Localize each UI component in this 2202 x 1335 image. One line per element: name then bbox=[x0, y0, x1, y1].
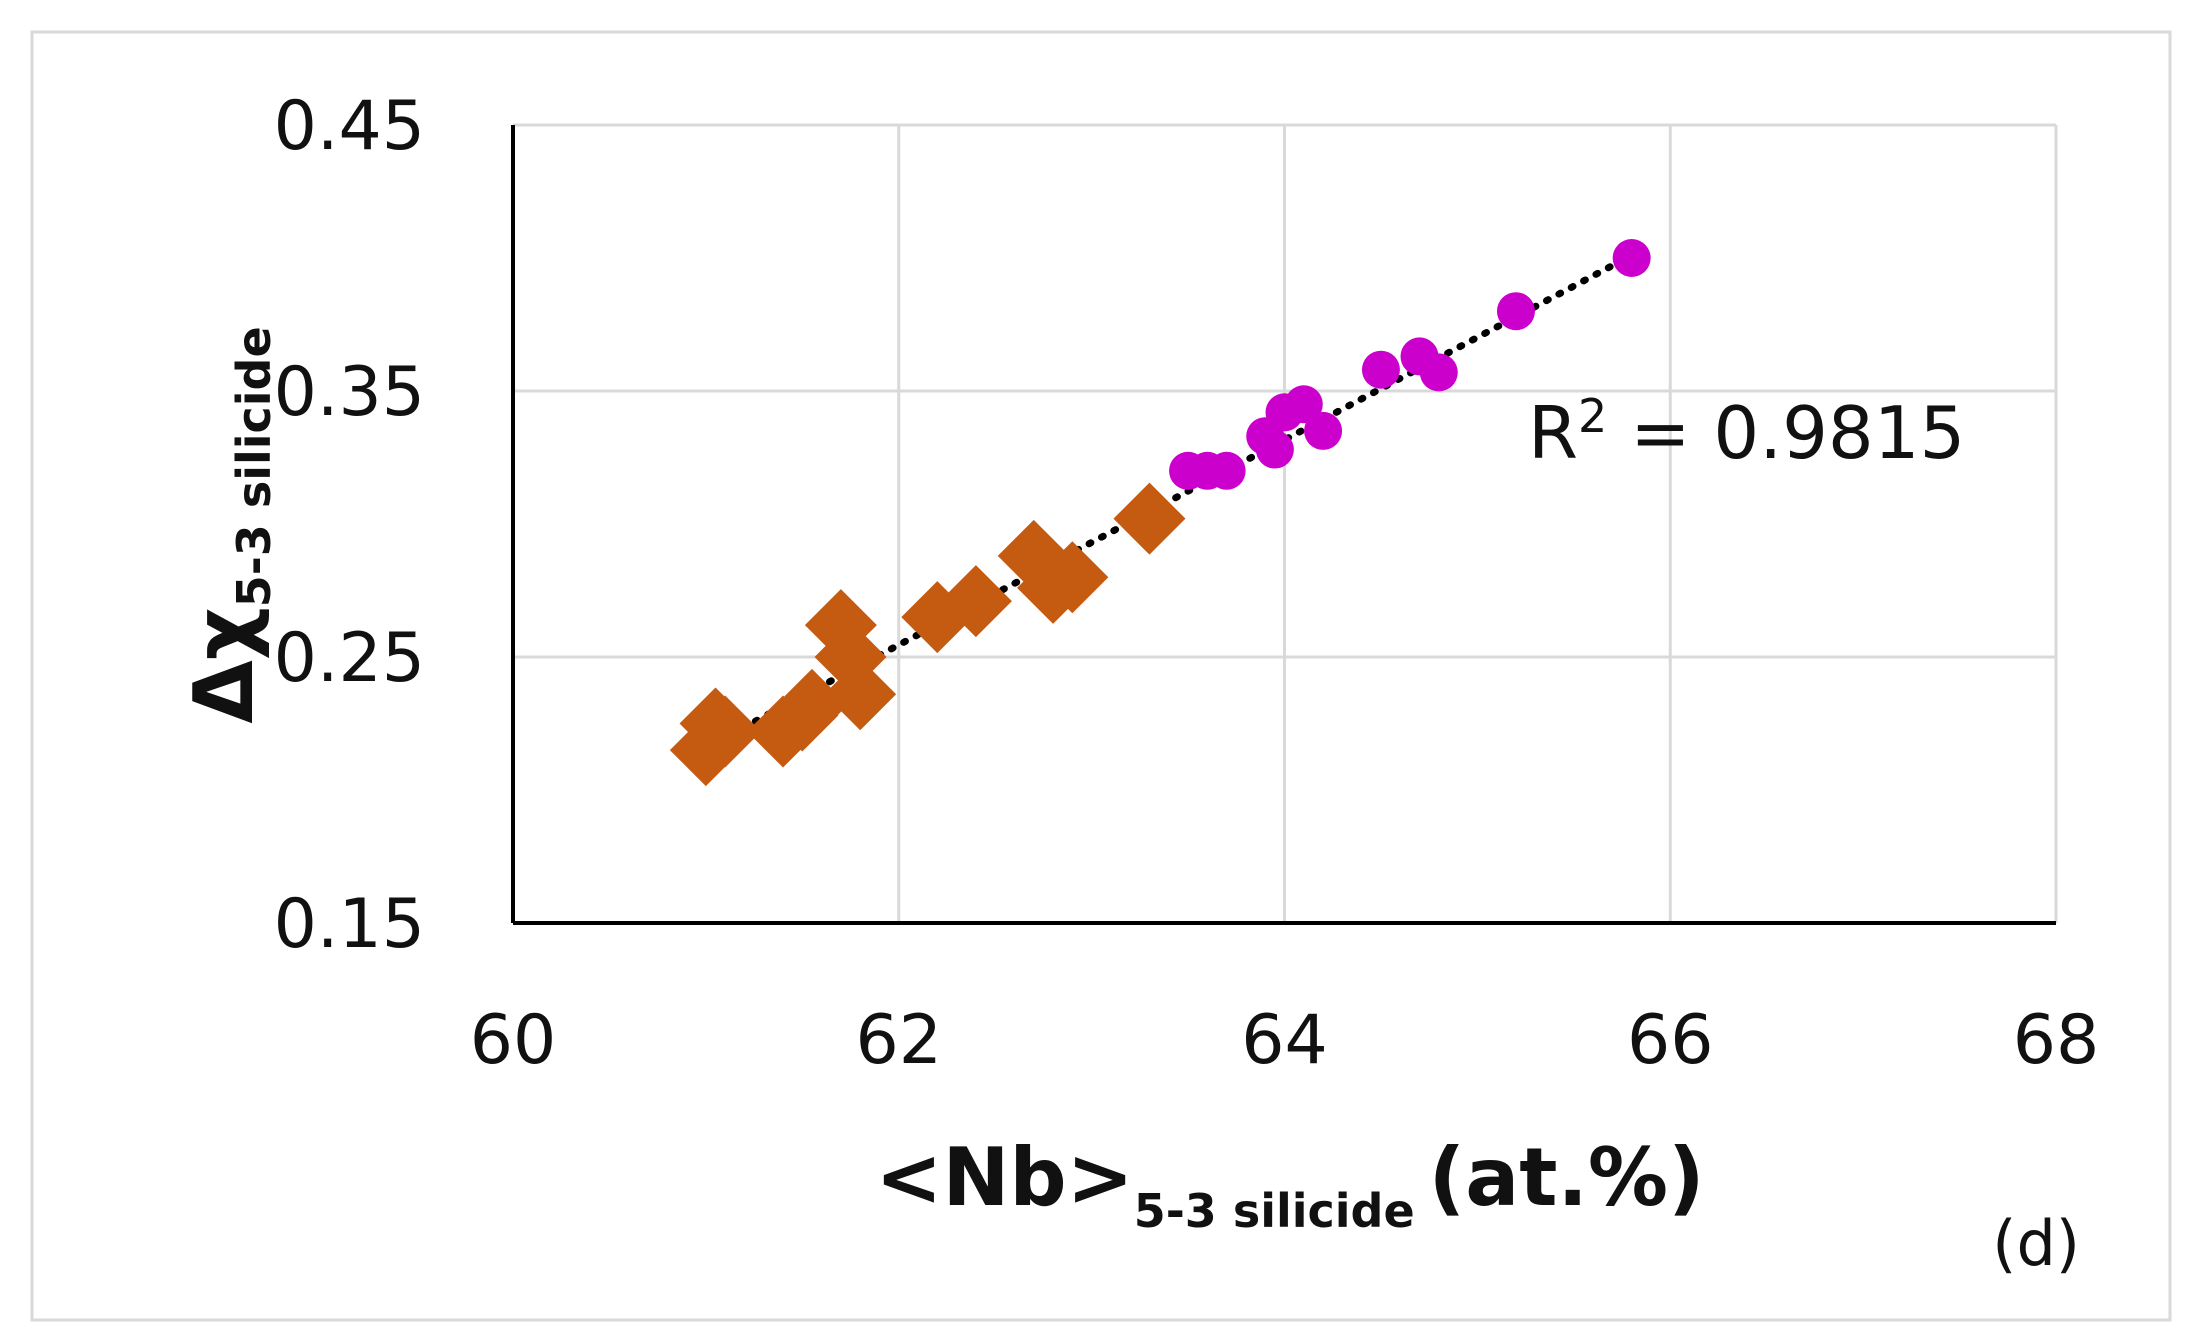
circle-point bbox=[1255, 430, 1294, 469]
circle-point bbox=[1419, 353, 1458, 392]
r-squared-annotation: R2 = 0.9815 bbox=[1528, 389, 1965, 475]
circle-point bbox=[1361, 350, 1400, 389]
circle-point bbox=[1304, 411, 1343, 450]
diamond-point bbox=[1113, 482, 1186, 555]
diamond-point bbox=[689, 695, 762, 768]
y-tick-label: 0.35 bbox=[274, 353, 425, 432]
axes bbox=[511, 125, 2056, 925]
r-squared-value: = 0.9815 bbox=[1607, 391, 1965, 475]
y-axis-title-main: Δχ bbox=[177, 607, 272, 723]
x-tick-label: 64 bbox=[1241, 1001, 1328, 1080]
r-squared-superscript: 2 bbox=[1578, 389, 1607, 443]
circle-point bbox=[1207, 451, 1246, 490]
chart-frame bbox=[30, 30, 2172, 1322]
data-points bbox=[669, 239, 1651, 787]
x-axis-title-units: (at.%) bbox=[1429, 1131, 1705, 1224]
x-axis-title-main: <Nb> bbox=[875, 1131, 1133, 1224]
y-axis-title: Δχ5-3 silicide bbox=[177, 326, 281, 723]
circle-point bbox=[1612, 239, 1651, 277]
tick-labels: 60 62 64 66 68 0.15 0.25 0.35 0.45 bbox=[274, 87, 2100, 1080]
x-axis-title-subscript: 5-3 silicide bbox=[1134, 1184, 1415, 1238]
y-tick-label: 0.45 bbox=[274, 87, 425, 166]
x-tick-label: 62 bbox=[855, 1001, 942, 1080]
y-axis-title-subscript: 5-3 silicide bbox=[227, 326, 281, 607]
x-tick-label: 68 bbox=[2013, 1001, 2100, 1080]
diamond-point bbox=[824, 658, 897, 731]
y-tick-label: 0.15 bbox=[274, 885, 425, 964]
x-tick-label: 66 bbox=[1627, 1001, 1714, 1080]
x-tick-label: 60 bbox=[470, 1001, 557, 1080]
r-squared-r: R bbox=[1528, 391, 1578, 475]
diamond-point bbox=[1036, 541, 1109, 614]
y-tick-label: 0.25 bbox=[274, 619, 425, 698]
diamond-point bbox=[775, 668, 848, 741]
panel-label: (d) bbox=[1992, 1207, 2080, 1280]
circle-point bbox=[1284, 385, 1323, 424]
diamond-point bbox=[939, 565, 1012, 638]
gridlines bbox=[513, 123, 2058, 923]
x-axis-title: <Nb>5-3 silicide (at.%) bbox=[875, 1131, 1704, 1238]
circle-point bbox=[1496, 292, 1535, 331]
